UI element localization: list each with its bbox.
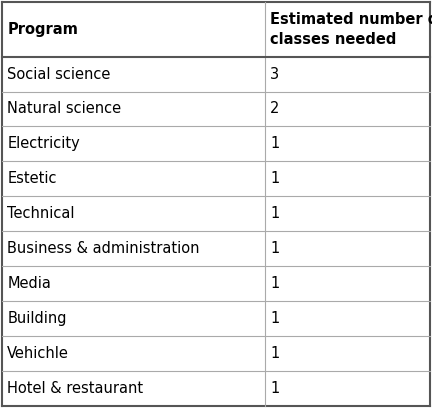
Text: 3: 3 <box>270 67 280 82</box>
Text: 1: 1 <box>270 171 280 186</box>
Text: 1: 1 <box>270 241 280 256</box>
Text: 1: 1 <box>270 381 280 396</box>
Text: Technical: Technical <box>7 206 75 221</box>
Text: 1: 1 <box>270 276 280 291</box>
Text: 2: 2 <box>270 102 280 116</box>
Text: Hotel & restaurant: Hotel & restaurant <box>7 381 143 396</box>
Text: Natural science: Natural science <box>7 102 121 116</box>
Text: 1: 1 <box>270 136 280 151</box>
Text: Building: Building <box>7 311 67 326</box>
Text: Estetic: Estetic <box>7 171 57 186</box>
Text: Media: Media <box>7 276 51 291</box>
Text: Vehichle: Vehichle <box>7 346 69 361</box>
Text: 1: 1 <box>270 206 280 221</box>
Text: Estimated number of
classes needed: Estimated number of classes needed <box>270 12 432 47</box>
Text: Electricity: Electricity <box>7 136 80 151</box>
Text: Social science: Social science <box>7 67 111 82</box>
Text: Business & administration: Business & administration <box>7 241 200 256</box>
Text: 1: 1 <box>270 346 280 361</box>
Text: 1: 1 <box>270 311 280 326</box>
Text: Program: Program <box>7 22 78 37</box>
